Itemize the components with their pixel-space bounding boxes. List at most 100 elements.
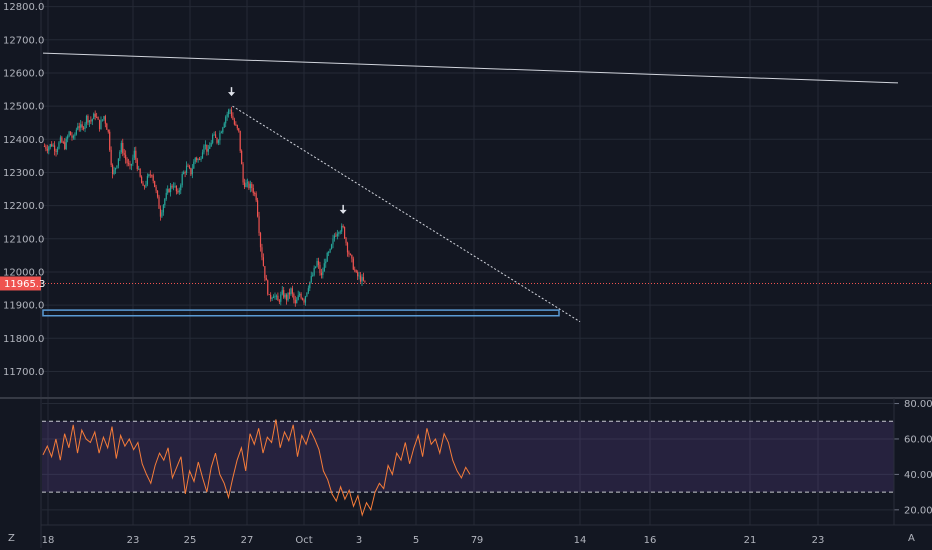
candle-up (145, 180, 147, 188)
trendline-long (42, 52, 899, 84)
candle-up (323, 258, 325, 272)
candle-up (116, 165, 118, 169)
price-axis[interactable]: 12800.0 12700.0 12600.0 12500.0 12400.0 12300… (0, 0, 45, 548)
rsi-tick-label: 60.00 (904, 434, 932, 445)
candle-down (320, 268, 322, 279)
current-price-tag-label: 11965.3 (4, 279, 45, 290)
trendline-descending (232, 105, 581, 323)
candle-down (90, 116, 92, 125)
candle-down (168, 188, 170, 193)
candle-down (46, 144, 48, 154)
candle-up (193, 159, 195, 169)
candle-down (188, 164, 191, 170)
price-pane[interactable] (42, 0, 932, 525)
price-tick-label: 12700.0 (3, 35, 44, 46)
candle-down (83, 126, 85, 131)
time-tick-label: 23 (812, 535, 825, 546)
candle-down (151, 174, 153, 178)
candle-up (330, 243, 333, 250)
candle-up (130, 163, 133, 171)
candle-down (87, 114, 89, 126)
candle-up (59, 135, 61, 144)
candle-up (138, 165, 140, 170)
candle-down (291, 285, 293, 298)
candle-up (361, 274, 363, 287)
time-tick-label: Oct (295, 535, 312, 546)
time-axis-right-corner[interactable]: A (908, 533, 915, 544)
candle-down (349, 253, 351, 256)
candle-up (164, 197, 166, 209)
time-tick-label: 16 (644, 535, 657, 546)
candle-down (345, 236, 347, 246)
candle-down (152, 173, 154, 184)
candle-down (142, 180, 144, 186)
candle-down (43, 143, 46, 148)
candle-up (170, 183, 172, 197)
support-zone (42, 309, 560, 317)
price-tick-label: 12500.0 (3, 102, 44, 113)
candle-down (136, 157, 138, 172)
candle-up (93, 112, 95, 120)
price-tick-label: 11700.0 (3, 367, 44, 378)
candle-up (246, 178, 249, 188)
time-axis-left-corner[interactable]: Z (8, 533, 15, 544)
candle-down (359, 272, 362, 283)
candle-up (209, 142, 211, 150)
candle-down (199, 156, 201, 161)
candle-up (119, 150, 121, 161)
candle-up (213, 131, 215, 136)
candle-up (229, 108, 231, 115)
candle-down (69, 131, 72, 136)
candle-down (196, 156, 198, 163)
candle-down (129, 160, 131, 170)
candle-down (184, 170, 186, 178)
candle-down (51, 141, 53, 147)
candle-down (123, 148, 125, 158)
candle-up (296, 297, 298, 304)
candle-down (187, 163, 189, 167)
candle-up (68, 130, 70, 138)
candle-up (312, 272, 314, 277)
rsi-tick-label: 20.00 (904, 505, 932, 516)
candle-down (154, 180, 156, 188)
candle-up (326, 251, 328, 262)
candle-down (214, 131, 217, 139)
candle-down (135, 146, 137, 163)
time-tick-label: 3 (356, 535, 362, 546)
candle-up (287, 292, 289, 302)
candle-up (114, 167, 117, 174)
candle-up (180, 183, 182, 195)
candle-up (103, 115, 105, 122)
candle-down (355, 269, 357, 274)
candle-down (106, 122, 108, 130)
candle-down (257, 197, 259, 218)
candle-down (243, 178, 246, 190)
candle-up (148, 173, 150, 178)
candle-down (62, 140, 64, 144)
rsi-grid (42, 403, 894, 511)
candle-down (278, 299, 280, 305)
candle-up (100, 116, 102, 130)
candle-down (71, 132, 73, 141)
candle-down (351, 254, 353, 263)
candle-down (238, 127, 240, 133)
candle-up (178, 187, 180, 195)
time-axis[interactable]: 18 23 25 27 Oct 3 5 7 9 14 16 21 23 Z A (8, 524, 932, 546)
candle-down (252, 184, 254, 196)
rsi-pane[interactable]: 80.00 60.00 40.00 20.00 (42, 398, 932, 525)
candle-down (352, 256, 354, 271)
candle-up (75, 127, 77, 136)
candle-up (74, 132, 76, 140)
time-tick-label: 14 (574, 535, 587, 546)
price-tick-label: 12100.0 (3, 234, 44, 245)
price-grid (42, 0, 932, 525)
candle-down (362, 272, 365, 282)
price-tick-label: 12200.0 (3, 201, 44, 212)
price-tick-label: 12600.0 (3, 68, 44, 79)
candle-up (220, 130, 222, 134)
candle-down (206, 144, 208, 156)
candle-up (338, 231, 340, 237)
price-tick-label: 11800.0 (3, 334, 44, 345)
candle-down (293, 292, 295, 304)
